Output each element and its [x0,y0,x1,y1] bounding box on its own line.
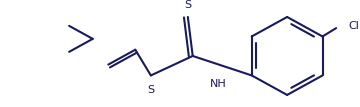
Text: S: S [184,0,192,10]
Text: NH: NH [210,79,227,89]
Text: Cl: Cl [349,21,360,31]
Text: S: S [147,85,154,95]
